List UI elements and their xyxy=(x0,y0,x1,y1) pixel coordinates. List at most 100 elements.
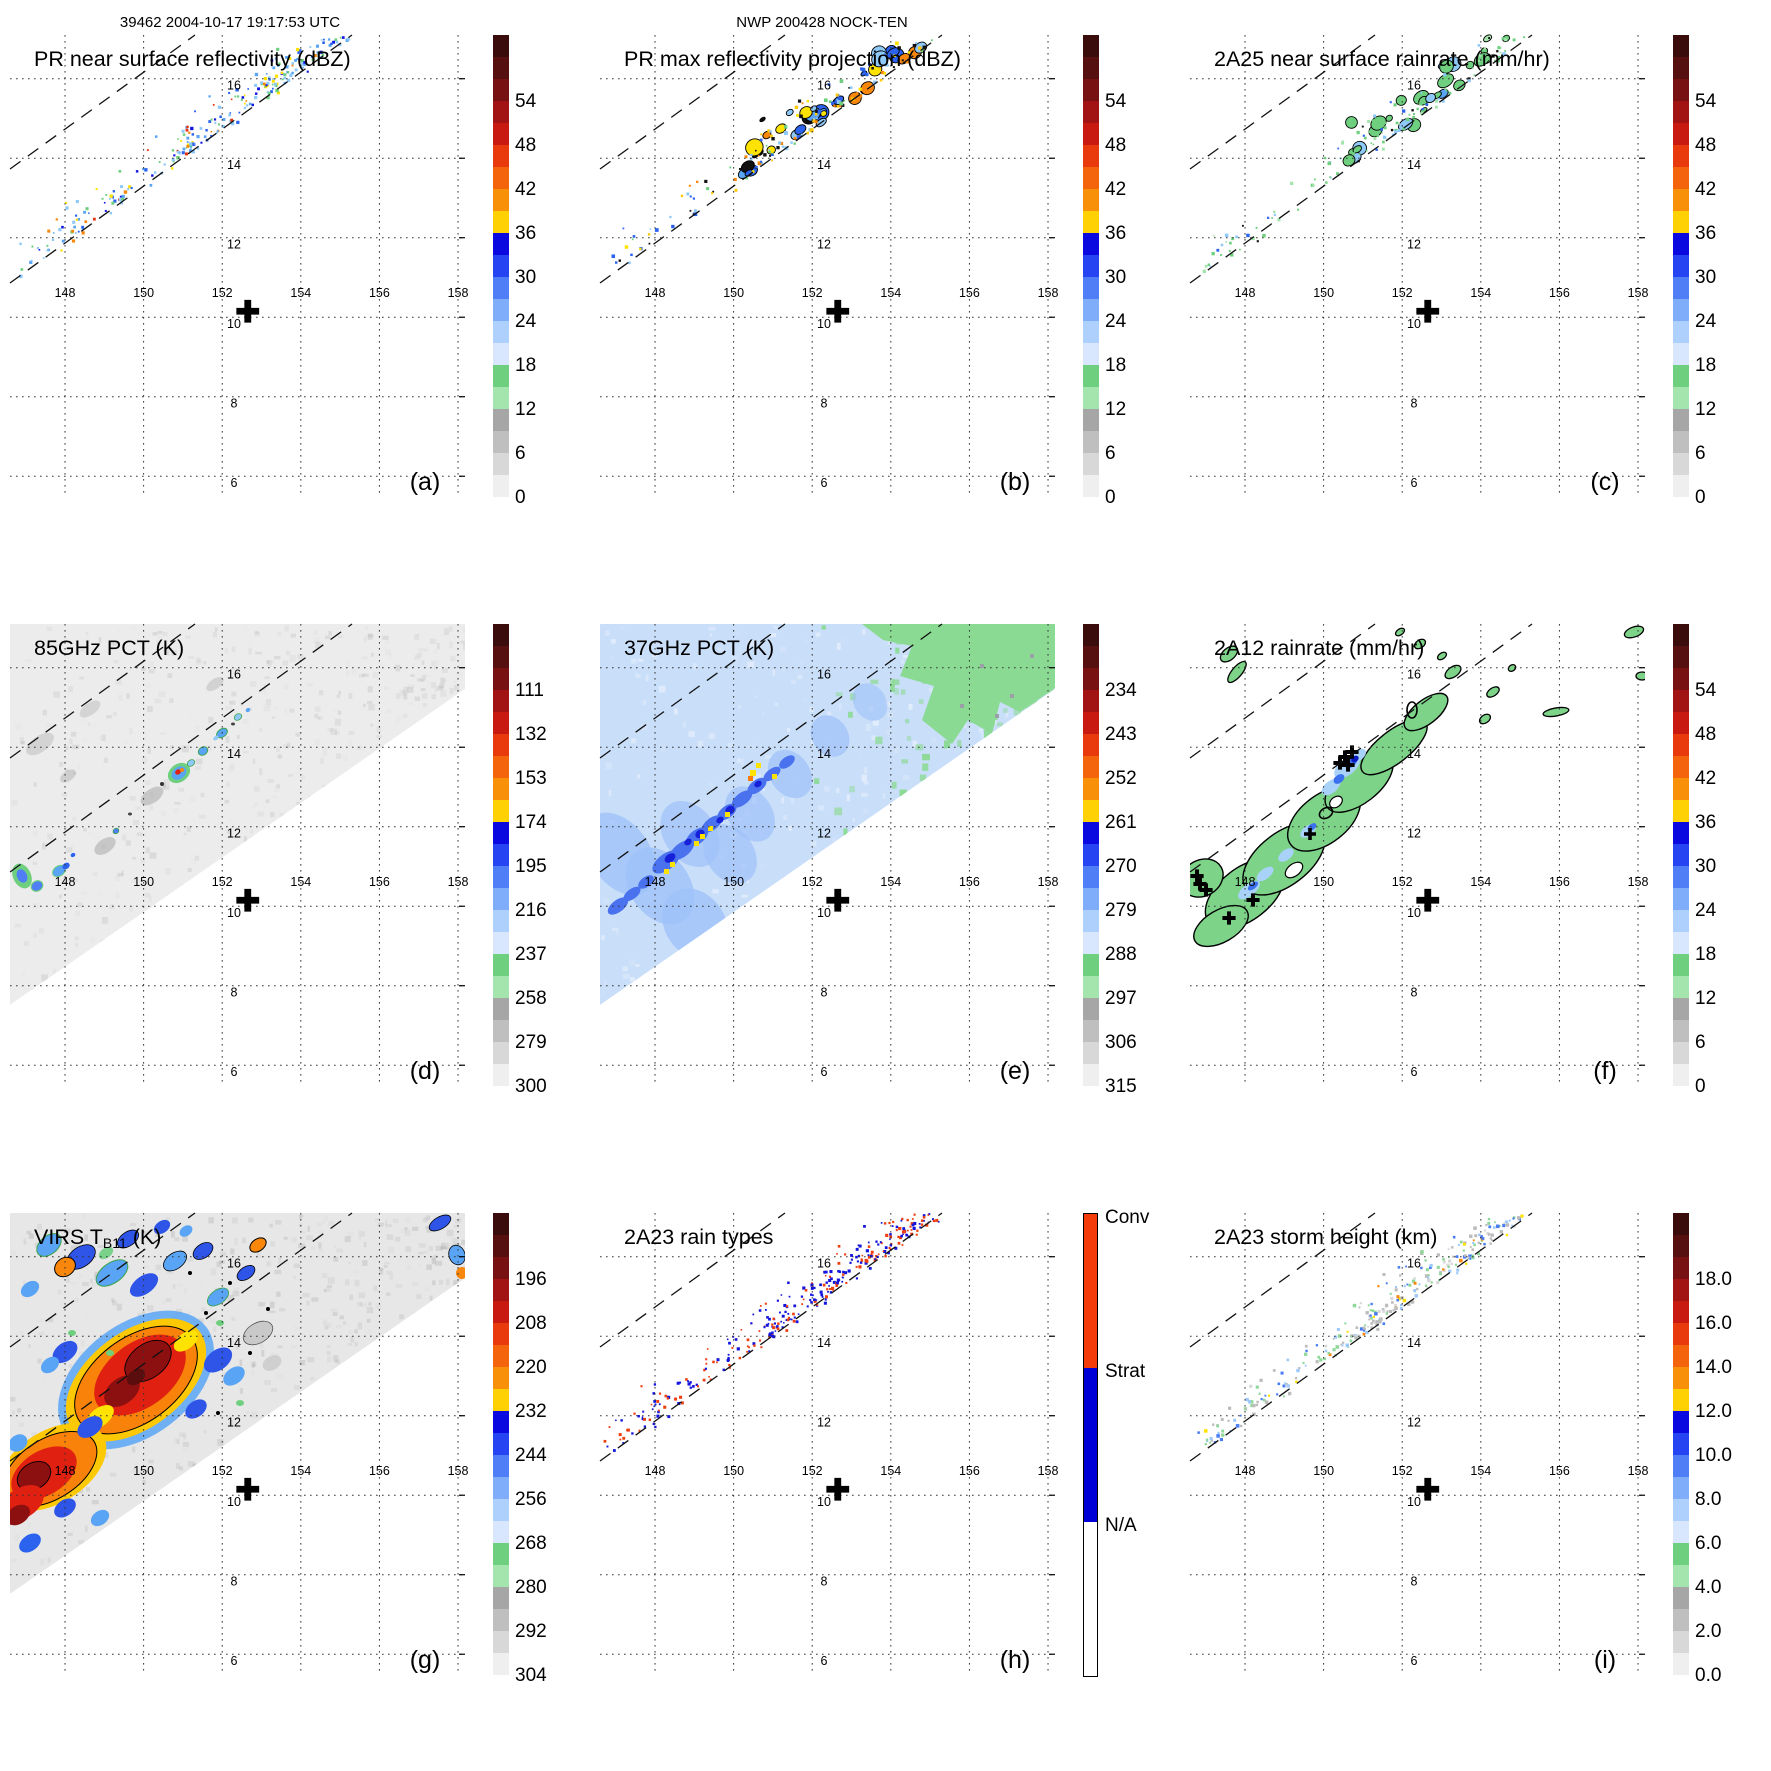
colorbar-segment xyxy=(493,932,509,954)
panel-b: 148 150 152 154 156 158 16 14 12 10 8 6 PR max refle… xyxy=(599,34,1180,595)
colorbar-segment xyxy=(1083,668,1099,690)
colorbar-segment xyxy=(1083,123,1099,145)
colorbar-segment xyxy=(1083,976,1099,998)
svg-text:148: 148 xyxy=(1235,1464,1256,1478)
colorbar-tick-label: 234 xyxy=(1105,680,1137,701)
colorbar-segment xyxy=(1083,932,1099,954)
colorbar-segment xyxy=(1673,800,1689,822)
colorbar-segment xyxy=(1673,1323,1689,1345)
colorbar-h xyxy=(1083,1213,1098,1677)
colorbar-tick-label: 36 xyxy=(515,223,537,244)
colorbar-segment xyxy=(1673,712,1689,734)
svg-text:6: 6 xyxy=(1411,1065,1418,1079)
colorbar-tick-label: 36 xyxy=(1695,223,1717,244)
colorbar-segment xyxy=(1083,343,1099,365)
colorbar-segment xyxy=(1673,387,1689,409)
colorbar-segment xyxy=(1083,145,1099,167)
colorbar-tick-label: 12 xyxy=(1695,399,1717,420)
swath-edge-lines xyxy=(599,1212,943,1462)
colorbar-segment xyxy=(493,1367,509,1389)
svg-text:150: 150 xyxy=(1313,875,1334,889)
colorbar-segment xyxy=(1083,822,1099,844)
colorbar-tick-label: 42 xyxy=(515,179,537,200)
colorbar-tick-label: 208 xyxy=(515,1313,547,1334)
colorbar-tick-label: 54 xyxy=(515,91,537,112)
map-f: 148 150 152 154 156 158 16 14 12 10 8 6 2A12 rainrat… xyxy=(1189,623,1648,1086)
svg-text:16: 16 xyxy=(227,1257,241,1271)
colorbar-segment xyxy=(1083,365,1099,387)
colorbar-segment xyxy=(493,1323,509,1345)
colorbar-segment xyxy=(1673,1279,1689,1301)
colorbar-tick-label: 153 xyxy=(515,768,547,789)
colorbar-segment xyxy=(493,299,509,321)
colorbar-segment xyxy=(1673,1389,1689,1411)
colorbar-segment xyxy=(493,624,509,646)
svg-text:10: 10 xyxy=(1407,1495,1421,1509)
orbit-header: 39462 2004-10-17 19:17:53 UTC xyxy=(119,14,341,31)
colorbar-tick-label: 10.0 xyxy=(1695,1445,1732,1466)
colorbar-segment xyxy=(493,756,509,778)
colorbar-segment xyxy=(1673,57,1689,79)
storm-center-cross xyxy=(236,888,260,912)
colorbar-segment xyxy=(1083,756,1099,778)
svg-text:152: 152 xyxy=(802,1464,823,1478)
svg-text:8: 8 xyxy=(1411,986,1418,1000)
svg-text:8: 8 xyxy=(231,397,238,411)
colorbar-segment xyxy=(1673,431,1689,453)
panel-letter: (b) xyxy=(1000,468,1031,496)
colorbar-tick-label: 174 xyxy=(515,812,547,833)
svg-text:12: 12 xyxy=(817,1416,831,1430)
colorbar-segment xyxy=(493,35,509,57)
colorbar-tick-label: 24 xyxy=(515,311,537,332)
colorbar-segment xyxy=(1083,35,1099,57)
storm-center-cross xyxy=(826,299,850,323)
svg-text:152: 152 xyxy=(212,875,233,889)
svg-text:14: 14 xyxy=(1407,158,1421,172)
panel-title: 37GHz PCT (K) xyxy=(624,636,774,660)
colorbar-segment xyxy=(1083,475,1099,497)
svg-text:154: 154 xyxy=(880,875,901,889)
colorbar-segment xyxy=(1673,1213,1689,1235)
svg-text:6: 6 xyxy=(821,1654,828,1668)
svg-text:158: 158 xyxy=(1628,875,1649,889)
colorbar-tick-label: 16.0 xyxy=(1695,1313,1732,1334)
svg-text:14: 14 xyxy=(817,1336,831,1350)
colorbar-segment xyxy=(1673,1653,1689,1675)
svg-text:6: 6 xyxy=(1411,476,1418,490)
svg-text:154: 154 xyxy=(1470,286,1491,300)
colorbar-segment xyxy=(1673,1631,1689,1653)
colorbar-segment xyxy=(1673,343,1689,365)
svg-text:148: 148 xyxy=(645,286,666,300)
colorbar-tick-label: 6.0 xyxy=(1695,1533,1722,1554)
map-h: 148 150 152 154 156 158 16 14 12 10 8 6 2A23 rain ty… xyxy=(599,1212,1058,1675)
svg-text:10: 10 xyxy=(227,317,241,331)
gridlines xyxy=(10,624,465,1086)
colorbar-segment xyxy=(1084,1368,1097,1522)
panel-title: 2A23 rain types xyxy=(624,1225,773,1249)
colorbar-segment xyxy=(1673,211,1689,233)
colorbar-segment xyxy=(1673,1235,1689,1257)
colorbar-segment xyxy=(493,734,509,756)
colorbar-segment xyxy=(1083,321,1099,343)
colorbar-tick-label: 42 xyxy=(1695,179,1717,200)
colorbar-segment xyxy=(1673,101,1689,123)
svg-text:10: 10 xyxy=(817,317,831,331)
panel-title: VIRS TB11 (K) xyxy=(34,1225,161,1251)
colorbar-segment xyxy=(493,1631,509,1653)
svg-text:148: 148 xyxy=(1235,875,1256,889)
colorbar-segment xyxy=(1083,431,1099,453)
svg-text:154: 154 xyxy=(880,1464,901,1478)
colorbar-segment xyxy=(493,1433,509,1455)
colorbar-segment xyxy=(493,822,509,844)
svg-text:8: 8 xyxy=(231,1575,238,1589)
svg-text:154: 154 xyxy=(290,875,311,889)
colorbar-tick-label: 256 xyxy=(515,1489,547,1510)
colorbar-segment xyxy=(493,1565,509,1587)
colorbar-segment xyxy=(493,1587,509,1609)
colorbar-segment xyxy=(1673,233,1689,255)
colorbar-d xyxy=(493,624,509,1086)
colorbar-segment xyxy=(493,712,509,734)
data-blobs xyxy=(600,624,1055,960)
colorbar-tick-label: 4.0 xyxy=(1695,1577,1722,1598)
colorbar-segment xyxy=(493,145,509,167)
